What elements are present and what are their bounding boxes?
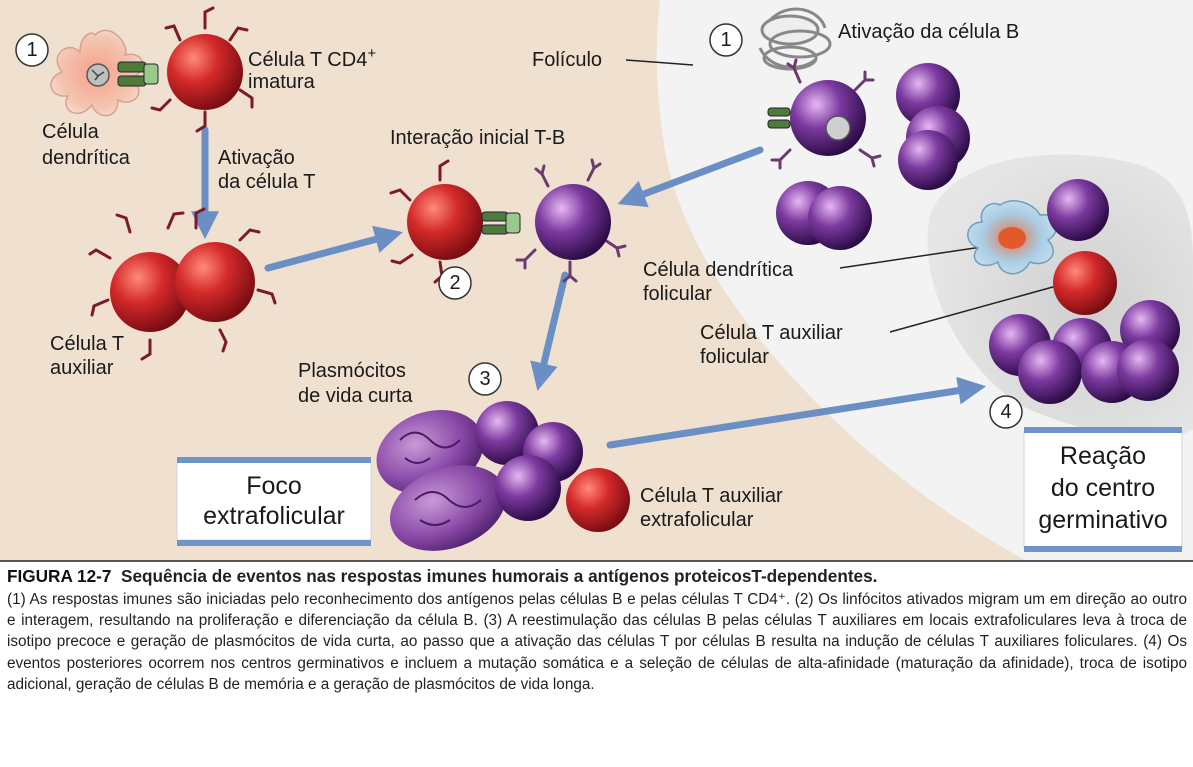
germinal-center-b-cells bbox=[989, 179, 1180, 404]
label-extrafollicular-helper-t-1: Célula T auxiliar bbox=[640, 485, 783, 507]
box-extrafollicular-line-2: extrafolicular bbox=[203, 502, 345, 530]
label-dendritic-cell-1: Célula bbox=[42, 121, 100, 143]
caption-figure-number: FIGURA 12-7 bbox=[7, 566, 112, 586]
step-circle-2 bbox=[438, 266, 472, 300]
label-plasma-2: de vida curta bbox=[298, 385, 413, 407]
follicle-pointer-line bbox=[625, 59, 694, 66]
step-number-1-right: 1 bbox=[720, 29, 731, 51]
step-circle-1-left bbox=[15, 33, 49, 67]
box-germinal-line-1: Reação bbox=[1060, 442, 1146, 470]
follicular-helper-t-cell bbox=[1053, 251, 1117, 315]
arrow-to-germinal bbox=[606, 376, 987, 449]
caption-body: (1) As respostas imunes são iniciadas pe… bbox=[7, 591, 1187, 693]
step-number-2: 2 bbox=[449, 272, 460, 294]
label-follicular-dendritic-1: Célula dendrítica bbox=[643, 259, 794, 281]
box-germinal-line-3: germinativo bbox=[1038, 506, 1167, 534]
arrow-to-interaction bbox=[264, 225, 403, 272]
label-cd4-superscript: + bbox=[367, 45, 376, 62]
follicle-b-cells bbox=[776, 63, 970, 250]
arrow-from-b-activation bbox=[617, 146, 764, 208]
label-plasma-1: Plasmócitos bbox=[298, 360, 406, 382]
box-germinal-line-2: do centro bbox=[1051, 474, 1155, 502]
follicular-dendritic-cell bbox=[967, 200, 1058, 275]
interaction-b-cell bbox=[515, 158, 627, 283]
naive-t-cell bbox=[150, 6, 254, 133]
antigen-coil bbox=[758, 7, 832, 71]
caption-title-text: Sequência de eventos nas respostas imune… bbox=[120, 566, 878, 586]
step-number-1-left: 1 bbox=[26, 39, 37, 61]
arrow-to-plasma bbox=[530, 271, 569, 391]
box-germinal-center-reaction: Reação do centro germinativo bbox=[1023, 427, 1183, 552]
label-t-activation-1: Ativação bbox=[218, 147, 295, 169]
activating-b-cell bbox=[767, 58, 882, 170]
tcr-mhc-complex bbox=[117, 61, 159, 87]
label-naive-cd4: Célula T CD4 bbox=[248, 49, 367, 71]
extrafollicular-helper-t-cell bbox=[566, 468, 630, 532]
label-follicular-helper-t-1: Célula T auxiliar bbox=[700, 322, 843, 344]
label-follicular-dendritic-2: folicular bbox=[643, 283, 712, 305]
step-number-4: 4 bbox=[1000, 401, 1011, 423]
box-extrafollicular-line-1: Foco bbox=[246, 472, 302, 500]
svg-text:Célula T CD4+: Célula T CD4+ bbox=[248, 45, 376, 71]
label-extrafollicular-helper-t-2: extrafolicular bbox=[640, 509, 754, 531]
label-follicular-helper-t-2: folicular bbox=[700, 346, 769, 368]
label-dendritic-cell-2: dendrítica bbox=[42, 147, 131, 169]
label-naive-cd4-2: imatura bbox=[248, 71, 316, 93]
figure-caption: FIGURA 12-7 Sequência de eventos nas res… bbox=[7, 566, 1187, 695]
step-circle-1-right bbox=[709, 23, 743, 57]
figure-illustration: 1 1 2 3 4 Célula dendrítica Célula T CD4… bbox=[0, 0, 1193, 562]
step-number-3: 3 bbox=[479, 368, 490, 390]
fdc-pointer-line bbox=[839, 244, 996, 269]
label-follicle: Folículo bbox=[532, 49, 602, 71]
step-circle-3 bbox=[468, 362, 502, 396]
helper-t-cells bbox=[88, 207, 277, 361]
label-t-activation-2: da célula T bbox=[218, 171, 315, 193]
caption-title: FIGURA 12-7 Sequência de eventos nas res… bbox=[7, 566, 1187, 587]
arrows bbox=[191, 126, 987, 449]
interaction-tcr-complex bbox=[481, 211, 521, 235]
short-lived-plasma-cells bbox=[376, 401, 583, 551]
step-circle-4 bbox=[989, 395, 1023, 429]
box-extrafollicular-focus: Foco extrafolicular bbox=[176, 457, 372, 546]
dendritic-cell bbox=[50, 29, 144, 117]
label-helper-t-1: Célula T bbox=[50, 333, 124, 355]
label-initial-interaction: Interação inicial T-B bbox=[390, 127, 565, 149]
label-helper-t-2: auxiliar bbox=[50, 357, 114, 379]
tfh-pointer-line bbox=[889, 284, 1061, 333]
label-b-activation: Ativação da célula B bbox=[838, 21, 1019, 43]
